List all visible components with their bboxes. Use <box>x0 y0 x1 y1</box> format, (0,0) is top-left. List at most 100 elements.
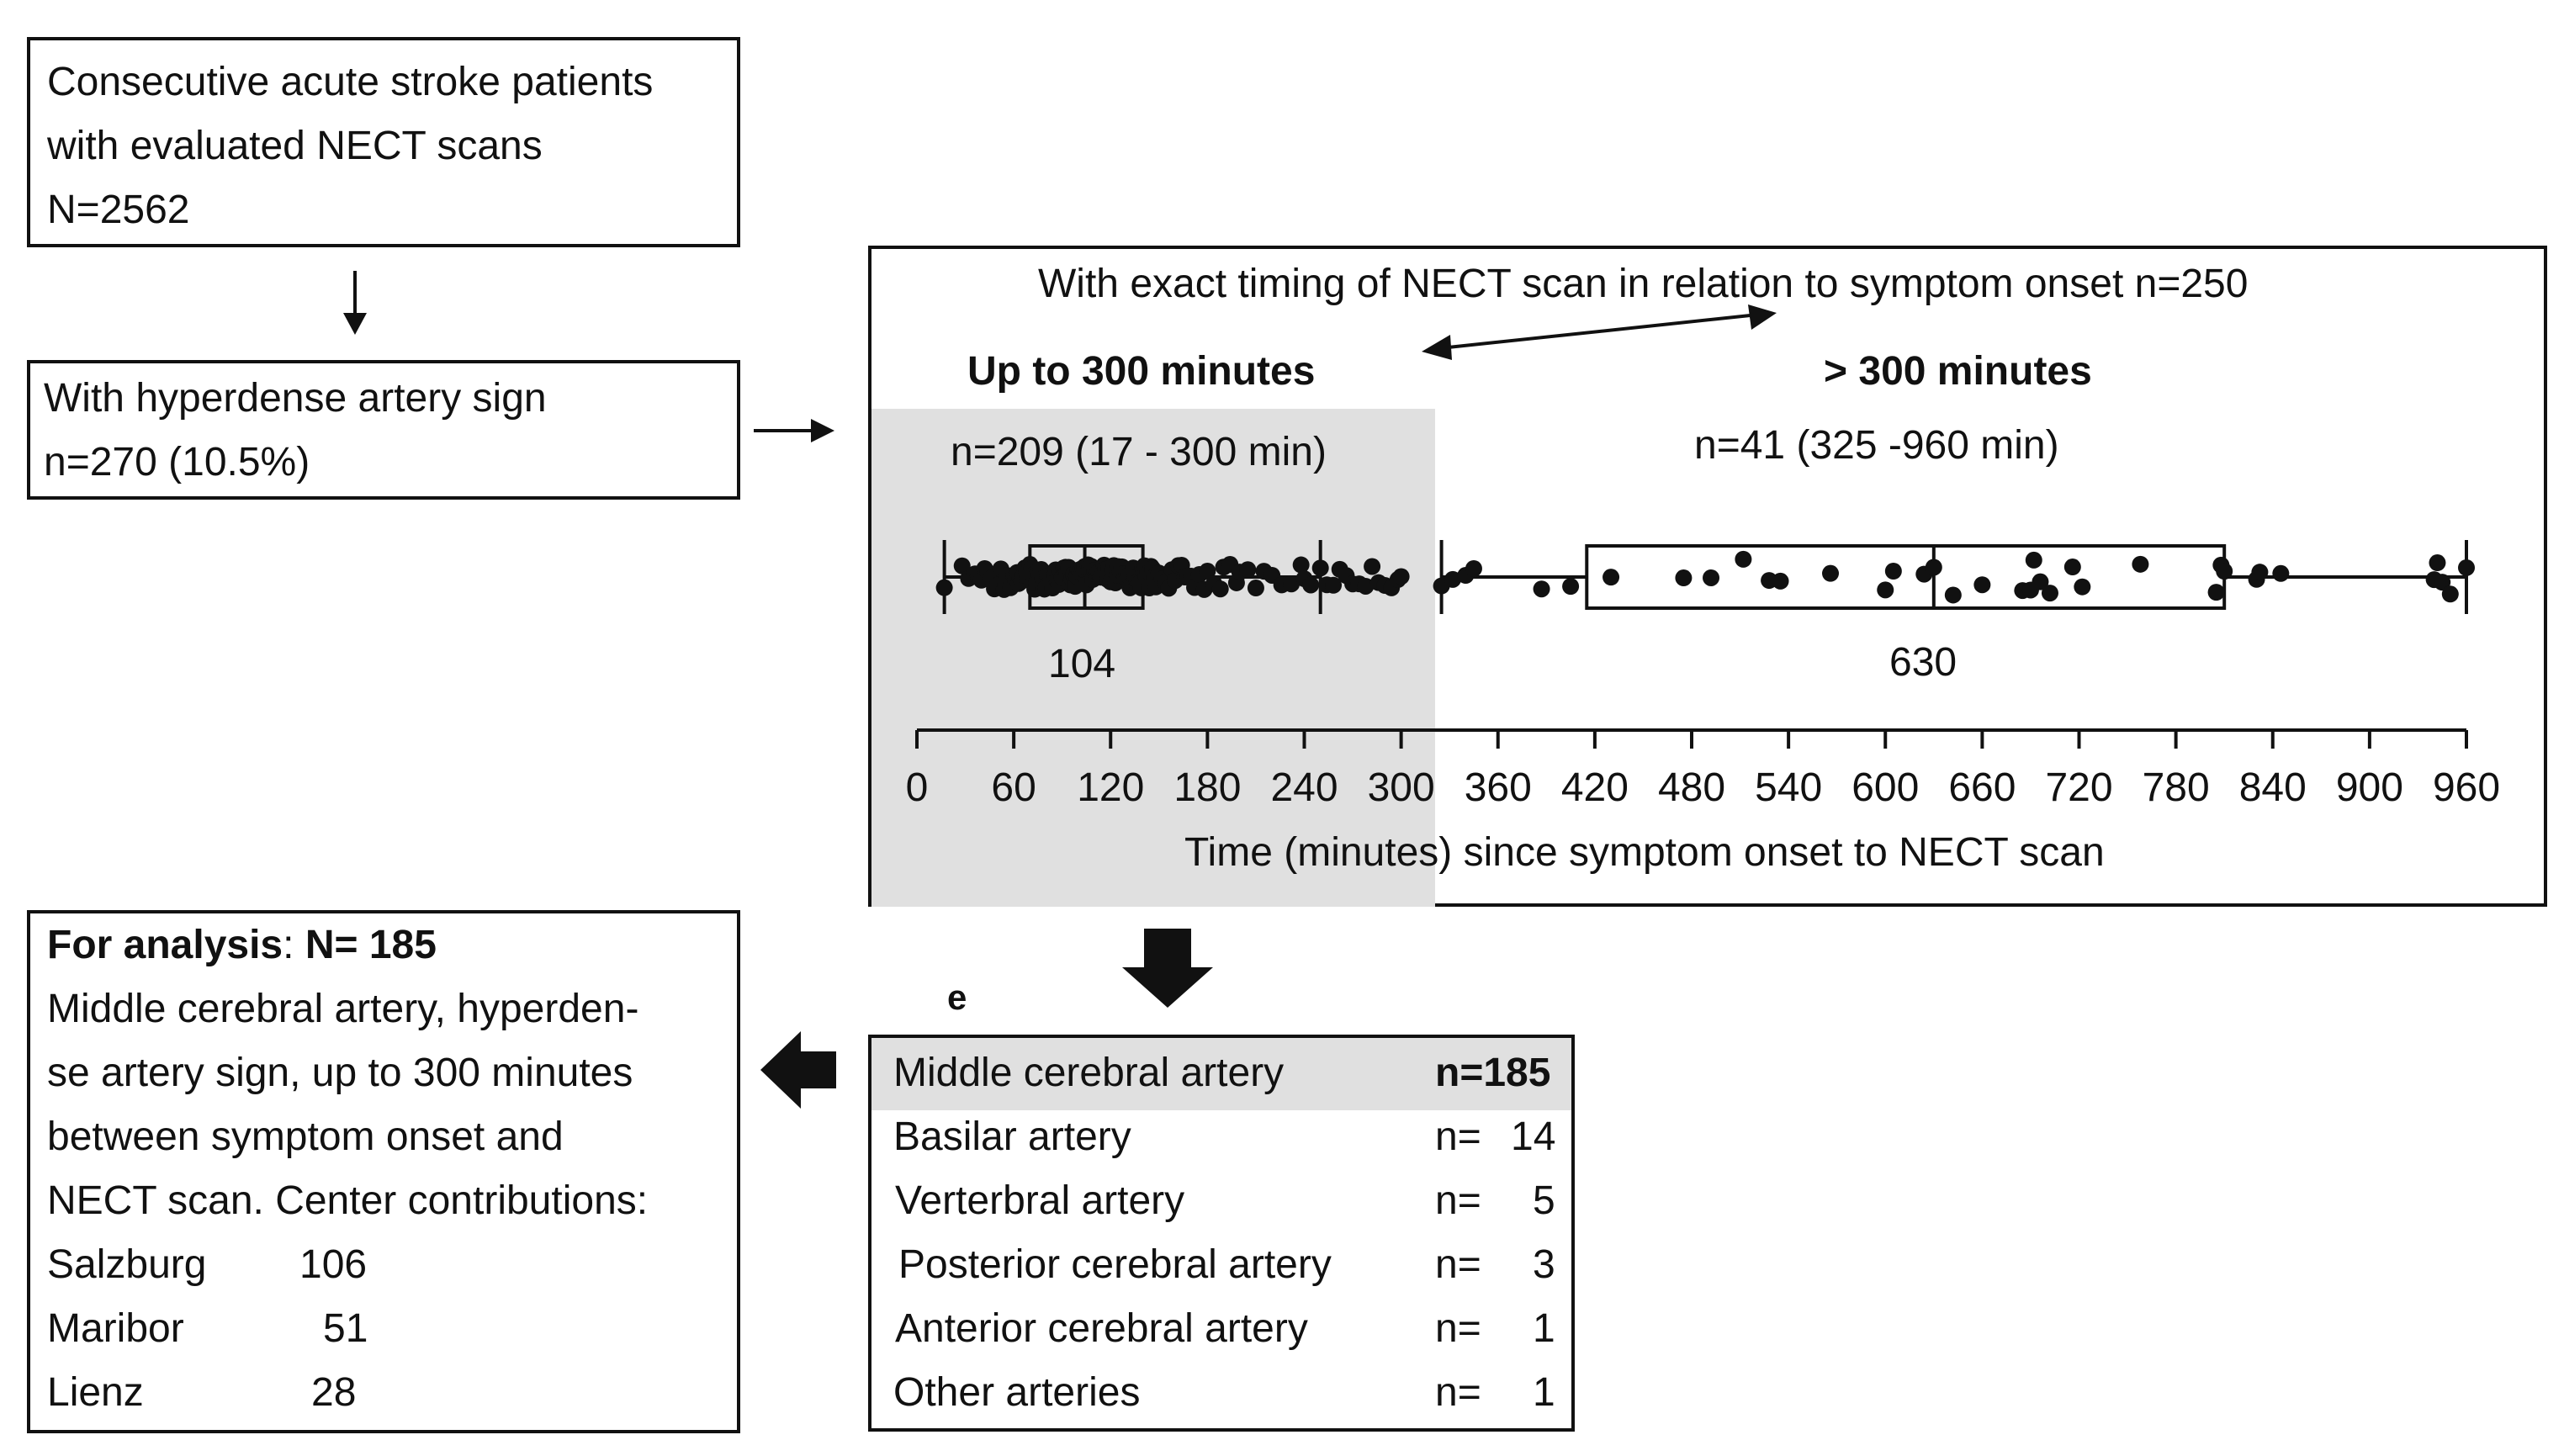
data-point-1-13 <box>1877 581 1894 599</box>
double-arrow-right-head <box>1748 304 1777 330</box>
data-point-1-17 <box>1944 586 1962 604</box>
data-point-1-21 <box>2025 551 2042 569</box>
data-point-0-134 <box>1302 576 1320 594</box>
x-tick-label-7: 420 <box>1561 765 1629 810</box>
artery-nlabel-0: n=185 <box>1435 1051 1551 1095</box>
data-point-0-1 <box>953 557 971 574</box>
block-arrow-down <box>1122 929 1213 1008</box>
analysis-desc-2: se artery sign, up to 300 minutes <box>47 1051 633 1095</box>
data-point-1-32 <box>2272 564 2290 582</box>
cohort-line-2: with evaluated NECT scans <box>47 124 543 168</box>
data-point-0-143 <box>1364 558 1381 575</box>
center-count-maribor: 51 <box>323 1306 368 1351</box>
center-name-lienz: Lienz <box>47 1370 144 1415</box>
data-point-1-1 <box>1444 570 1462 588</box>
analysis-label: For analysis <box>47 923 283 967</box>
x-tick-label-11: 660 <box>1948 765 2016 810</box>
artery-nlabel-3: n= <box>1435 1242 1481 1287</box>
data-point-1-34 <box>2429 554 2446 572</box>
data-point-1-27 <box>2207 584 2225 601</box>
artery-nlabel-1: n= <box>1435 1115 1481 1159</box>
artery-row-highlight <box>871 1038 1571 1110</box>
artery-value-2: 5 <box>1533 1178 1555 1223</box>
block-arrow-left <box>760 1031 836 1109</box>
analysis-desc-4: NECT scan. Center contributions: <box>47 1178 649 1223</box>
x-tick-label-8: 480 <box>1658 765 1725 810</box>
x-tick-label-3: 180 <box>1173 765 1241 810</box>
data-point-1-16 <box>1925 559 1942 576</box>
data-point-0-0 <box>935 579 953 596</box>
x-tick-label-12: 720 <box>2045 765 2112 810</box>
x-tick-label-14: 840 <box>2239 765 2307 810</box>
artery-value-3: 3 <box>1533 1242 1555 1287</box>
hyperdense-line-2: n=270 (10.5%) <box>44 440 310 484</box>
artery-nlabel-2: n= <box>1435 1178 1481 1223</box>
cohort-line-1: Consecutive acute stroke patients <box>47 60 654 104</box>
data-point-1-22 <box>2032 573 2049 590</box>
x-tick-label-6: 360 <box>1465 765 1532 810</box>
data-point-0-119 <box>1199 563 1216 580</box>
x-tick-label-9: 540 <box>1755 765 1822 810</box>
double-arrow-left-head <box>1422 335 1452 360</box>
data-point-1-11 <box>1772 572 1789 590</box>
arrow-down-1-head <box>343 313 367 335</box>
data-point-1-5 <box>1562 578 1580 596</box>
artery-name-3: Posterior cerebral artery <box>898 1242 1332 1287</box>
artery-value-1: 14 <box>1511 1115 1556 1159</box>
analysis-colon: : <box>283 923 294 967</box>
artery-name-4: Anterior cerebral artery <box>895 1306 1308 1351</box>
data-point-0-135 <box>1311 559 1329 577</box>
data-point-0-131 <box>1283 575 1301 593</box>
analysis-desc-3: between symptom onset and <box>47 1115 564 1159</box>
artery-value-5: 1 <box>1533 1370 1555 1415</box>
data-point-0-142 <box>1357 577 1375 595</box>
x-tick-label-5: 300 <box>1368 765 1435 810</box>
data-point-0-137 <box>1325 576 1343 594</box>
arrow-right-1-head <box>811 419 834 442</box>
data-point-1-31 <box>2251 564 2269 581</box>
analysis-box: For analysis: N= 185 Middle cerebral art… <box>27 910 740 1433</box>
data-point-0-126 <box>1239 561 1257 579</box>
hyperdense-line-1: With hyperdense artery sign <box>44 376 547 421</box>
right-count: n=41 (325 -960 min) <box>1694 423 2059 468</box>
hyperdense-box: With hyperdense artery sign n=270 (10.5%… <box>27 360 740 500</box>
shaded-region <box>871 409 1435 907</box>
data-point-1-18 <box>1973 576 1991 594</box>
data-point-1-25 <box>2074 578 2091 596</box>
x-tick-label-13: 780 <box>2143 765 2210 810</box>
data-point-1-35 <box>2434 574 2451 591</box>
left-heading: Up to 300 minutes <box>967 349 1316 394</box>
artery-name-1: Basilar artery <box>893 1115 1131 1159</box>
x-tick-label-4: 240 <box>1270 765 1338 810</box>
artery-table: Middle cerebral artery n=185 Basilar art… <box>868 1035 1575 1432</box>
data-point-1-37 <box>2458 559 2475 576</box>
data-point-1-26 <box>2132 555 2149 573</box>
right-median-label: 630 <box>1889 640 1957 685</box>
analysis-count: N= 185 <box>305 923 437 967</box>
data-point-1-24 <box>2063 559 2081 576</box>
left-count: n=209 (17 - 300 min) <box>951 430 1327 474</box>
artery-name-5: Other arteries <box>893 1370 1141 1415</box>
artery-name-2: Verterbral artery <box>895 1178 1185 1223</box>
data-point-1-6 <box>1602 569 1620 586</box>
data-point-1-8 <box>1703 569 1720 586</box>
data-point-0-148 <box>1392 568 1410 585</box>
x-tick-label-10: 600 <box>1851 765 1919 810</box>
data-point-1-4 <box>1533 580 1550 598</box>
data-point-1-3 <box>1465 559 1482 577</box>
double-arrow-line <box>1439 313 1759 350</box>
x-tick-label-1: 60 <box>991 765 1036 810</box>
iqr-box-1 <box>1585 544 2227 610</box>
cohort-box: Consecutive acute stroke patients with e… <box>27 37 740 247</box>
left-median-label: 104 <box>1048 642 1116 686</box>
data-point-0-132 <box>1292 556 1310 574</box>
data-point-0-121 <box>1211 580 1229 598</box>
panel-tag: e <box>947 977 967 1017</box>
analysis-heading: For analysis: N= 185 <box>47 913 437 977</box>
data-point-1-29 <box>2216 563 2233 580</box>
data-point-0-127 <box>1247 580 1264 597</box>
data-point-1-36 <box>2441 585 2459 603</box>
data-point-1-9 <box>1735 550 1752 568</box>
timing-title: With exact timing of NECT scan in relati… <box>1038 262 2249 306</box>
center-count-lienz: 28 <box>311 1370 357 1415</box>
